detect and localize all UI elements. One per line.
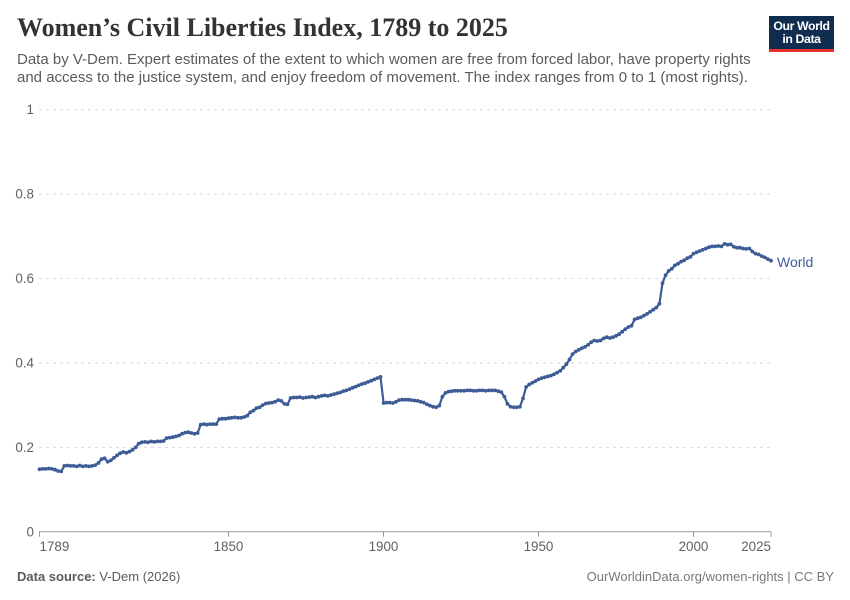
svg-text:1: 1 xyxy=(27,102,34,117)
svg-text:2000: 2000 xyxy=(679,539,709,554)
svg-text:1850: 1850 xyxy=(214,539,244,554)
svg-text:1789: 1789 xyxy=(40,539,70,554)
svg-text:2025: 2025 xyxy=(741,539,771,554)
svg-text:0.8: 0.8 xyxy=(15,187,34,202)
svg-text:World: World xyxy=(777,254,813,270)
svg-text:1950: 1950 xyxy=(524,539,554,554)
svg-text:0.6: 0.6 xyxy=(15,271,34,286)
svg-text:0: 0 xyxy=(27,524,34,539)
svg-text:0.4: 0.4 xyxy=(15,356,34,371)
svg-text:0.2: 0.2 xyxy=(15,440,34,455)
svg-text:1900: 1900 xyxy=(369,539,399,554)
